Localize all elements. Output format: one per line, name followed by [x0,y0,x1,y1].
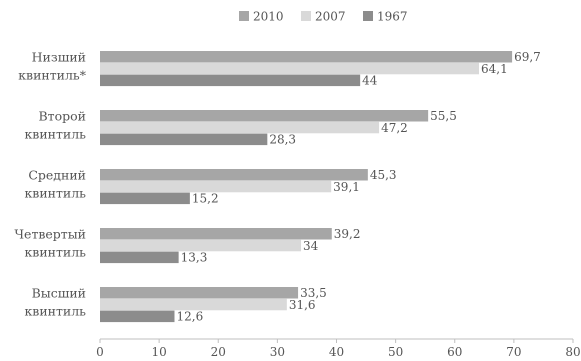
legend-1967-label: 1967 [377,10,408,24]
bar-value-label-1967-2: 15,2 [192,192,219,206]
x-tick-label-2: 20 [211,345,226,359]
bar-1967-0 [100,74,361,87]
legend-1967-swatch [363,11,373,21]
bar-value-label-2010-4: 33,5 [300,286,327,300]
bar-2010-4 [100,287,299,299]
legend-2007-swatch [301,11,311,21]
category-label-3: Четвертый квинтиль [14,227,86,260]
category-labels: Низший квинтиль* Второй квинтиль Средний квин… [14,50,86,319]
bar-1967-3 [100,251,179,264]
bar-1967-4 [100,310,175,323]
bar-value-label-2007-4: 31,6 [289,298,316,312]
bar-value-label-2007-0: 64,1 [481,62,508,76]
x-tick-label-6: 60 [447,345,462,359]
x-tick-label-8: 80 [565,345,580,359]
legend: 2010 2007 1967 [239,10,408,24]
x-tick-label-7: 70 [506,345,521,359]
bar-value-label-1967-1: 28,3 [269,133,296,147]
bar-value-label-2010-3: 39,2 [334,227,361,241]
x-tick-label-5: 50 [388,345,403,359]
bar-value-label-2007-1: 47,2 [381,121,408,135]
x-axis: 0 10 20 30 40 50 60 70 80 [96,338,581,359]
bar-value-label-2010-0: 69,7 [514,50,541,64]
category-label-4: Высший квинтиль [24,286,86,319]
x-tick-label-1: 10 [151,345,166,359]
x-tick-label-4: 40 [329,345,344,359]
bar-value-label-1967-4: 12,6 [176,310,203,324]
legend-2007-label: 2007 [315,10,346,24]
bar-value-label-1967-0: 44 [362,74,378,88]
bar-1967-1 [100,133,268,146]
bar-2007-2 [100,180,332,193]
bar-2007-4 [100,298,287,311]
bar-2010-0 [100,51,513,63]
category-label-0: Низший квинтиль* [18,50,87,83]
legend-2010-label: 2010 [253,10,284,24]
category-label-2: Средний квинтиль [24,168,86,201]
bar-2010-3 [100,228,332,240]
bar-1967-2 [100,192,190,205]
category-label-1: Второй квинтиль [24,109,86,142]
bar-value-label-1967-3: 13,3 [181,251,208,265]
bar-value-label-2010-2: 45,3 [370,168,397,182]
bar-value-label-2007-2: 39,1 [333,180,360,194]
bar-value-label-2010-1: 55,5 [430,109,457,123]
bars: 69,7 64,1 44 55,5 47,2 28,3 45,3 39,1 15,2 39,2 34… [100,50,541,324]
bar-2007-0 [100,62,479,75]
bar-2010-1 [100,110,429,122]
legend-2010-swatch [239,11,249,21]
bar-2007-1 [100,121,380,134]
bar-value-label-2007-3: 34 [303,239,319,253]
x-tick-label-3: 30 [270,345,285,359]
x-tick-label-0: 0 [96,345,104,359]
bar-2007-3 [100,239,302,252]
bar-2010-2 [100,169,368,181]
